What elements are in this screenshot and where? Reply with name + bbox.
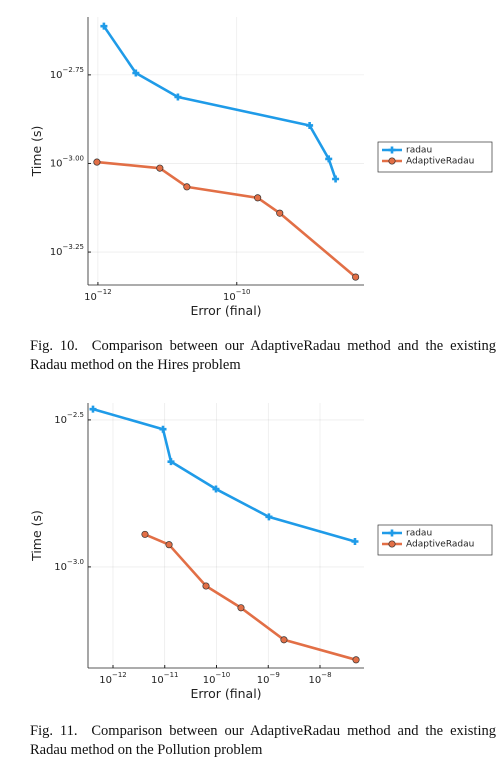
marker	[212, 485, 220, 493]
x-tick-label: 10−12	[84, 288, 112, 303]
marker	[159, 425, 167, 433]
y-tick-label-base: 10	[50, 158, 63, 169]
marker	[332, 175, 340, 183]
y-tick-label-base: 10	[54, 562, 67, 573]
marker	[132, 69, 140, 77]
x-tick-label-base: 10	[99, 675, 112, 686]
legend-box	[377, 524, 493, 556]
marker	[325, 155, 333, 163]
legend-marker	[388, 157, 396, 165]
caption-label: Fig. 10.	[30, 338, 78, 354]
x-tick-label: 10−12	[99, 671, 127, 686]
series-line	[96, 160, 357, 279]
marker	[174, 93, 182, 101]
x-tick-label-exponent: −10	[236, 288, 251, 296]
x-tick-label-exponent: −12	[112, 671, 127, 679]
marker	[183, 183, 191, 191]
x-tick-label-base: 10	[257, 675, 270, 686]
legend-marker	[388, 540, 396, 548]
y-tick-label-exponent: −3.25	[63, 243, 84, 251]
x-axis-label: Error (final)	[190, 303, 261, 318]
caption: Fig. 11. Comparison between our Adaptive…	[30, 722, 496, 760]
caption-label: Fig. 11.	[30, 723, 78, 739]
marker	[202, 582, 210, 590]
x-tick-label: 10−11	[151, 671, 179, 686]
x-tick-label-exponent: −12	[97, 288, 112, 296]
y-axis-label: Time (s)	[29, 126, 44, 178]
x-tick-label-base: 10	[151, 675, 164, 686]
marker	[280, 636, 288, 644]
x-axis-label: Error (final)	[190, 686, 261, 701]
marker	[165, 541, 173, 549]
y-tick-label-exponent: −3.0	[67, 558, 84, 566]
y-tick-label-base: 10	[54, 415, 67, 426]
y-tick-label-base: 10	[50, 70, 63, 81]
marker	[141, 530, 149, 538]
legend-label: AdaptiveRadau	[406, 157, 474, 167]
x-tick-label: 10−8	[308, 671, 331, 686]
x-tick-label-base: 10	[308, 675, 321, 686]
legend-label: AdaptiveRadau	[406, 540, 474, 550]
marker	[237, 604, 245, 612]
marker	[276, 209, 284, 217]
y-tick-label: 10−3.25	[50, 243, 84, 258]
y-axis-label: Time (s)	[29, 510, 44, 562]
y-tick-label: 10−3.0	[54, 558, 84, 573]
caption-text: Comparison between our AdaptiveRadau met…	[30, 338, 497, 373]
y-tick-label-exponent: −2.5	[67, 411, 84, 419]
x-tick-label-exponent: −8	[321, 671, 331, 679]
y-tick-label-exponent: −2.75	[63, 66, 84, 74]
y-tick-label: 10−3.00	[50, 154, 84, 169]
x-tick-label-exponent: −11	[164, 671, 179, 679]
marker	[156, 164, 164, 172]
marker	[265, 513, 273, 521]
marker	[351, 538, 359, 546]
legend-box	[377, 141, 493, 173]
marker	[167, 458, 175, 466]
x-tick-label-exponent: −9	[269, 671, 279, 679]
x-tick-label: 10−10	[203, 671, 231, 686]
x-tick-label: 10−10	[223, 288, 251, 303]
legend-marker	[388, 529, 396, 537]
series-line	[92, 407, 356, 543]
marker	[100, 22, 108, 30]
x-tick-label-base: 10	[223, 292, 236, 303]
legend-label: radau	[406, 529, 432, 539]
x-tick-label-base: 10	[203, 675, 216, 686]
y-tick-label-base: 10	[50, 247, 63, 258]
series-line	[102, 25, 337, 180]
marker	[352, 273, 360, 281]
series-line	[144, 533, 357, 662]
y-tick-label: 10−2.75	[50, 66, 84, 81]
x-tick-label-exponent: −10	[215, 671, 230, 679]
marker	[93, 158, 101, 166]
y-tick-label: 10−2.5	[54, 411, 84, 426]
marker	[306, 121, 314, 129]
x-tick-label: 10−9	[257, 671, 280, 686]
marker	[352, 656, 360, 664]
legend-label: radau	[406, 146, 432, 156]
x-tick-label-base: 10	[84, 292, 97, 303]
caption-text: Comparison between our AdaptiveRadau met…	[30, 723, 496, 758]
caption: Fig. 10. Comparison between our Adaptive…	[30, 337, 496, 375]
y-tick-label-exponent: −3.00	[63, 154, 84, 162]
legend-marker	[388, 146, 396, 154]
marker	[254, 194, 262, 202]
marker	[89, 405, 97, 413]
